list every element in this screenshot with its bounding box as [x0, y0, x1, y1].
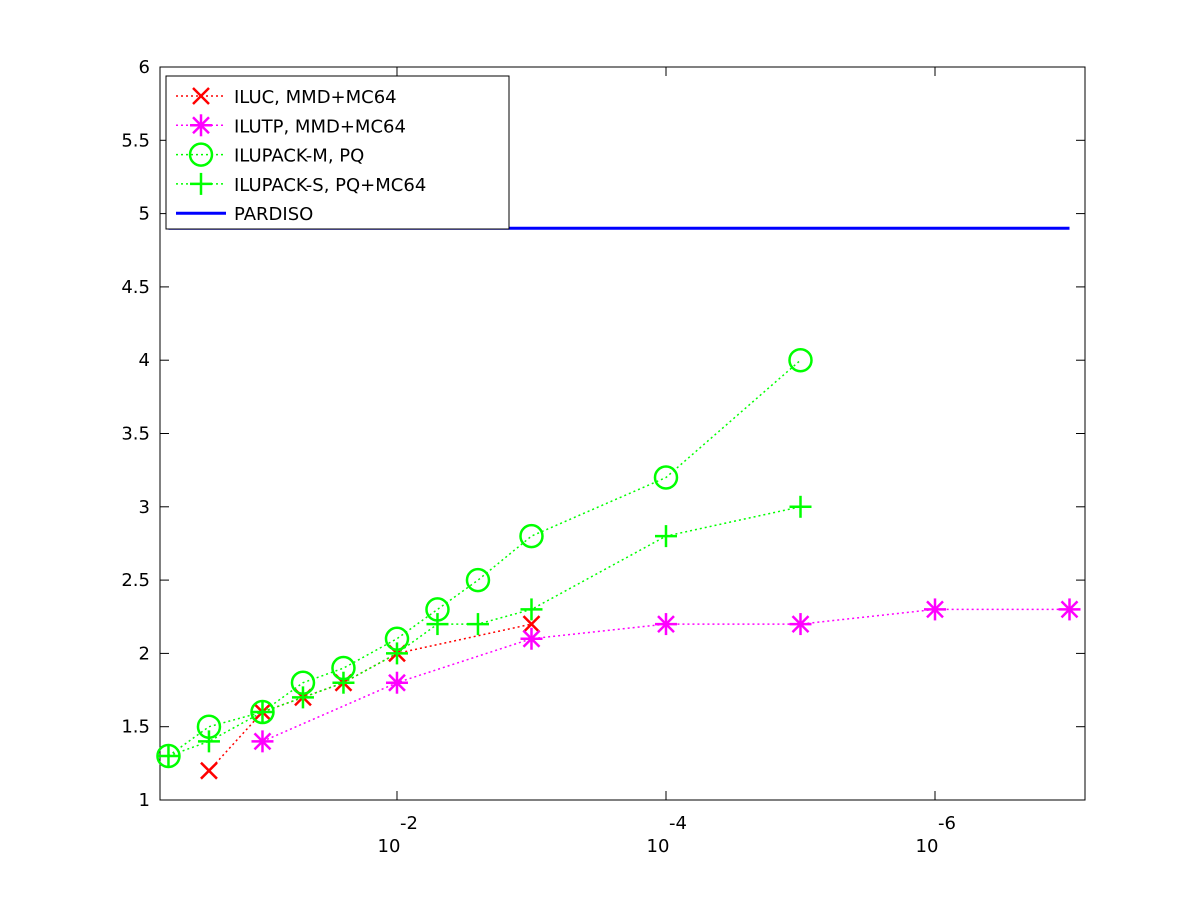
y-tick-label: 6 [139, 57, 150, 78]
y-tick-label: 2.5 [121, 570, 150, 591]
y-tick-label: 3 [139, 497, 150, 518]
legend-marker [190, 172, 212, 195]
data-point [291, 686, 314, 709]
x-tick-exponent: -4 [669, 813, 687, 834]
data-point-part [522, 615, 541, 633]
y-tick-label: 1 [139, 790, 150, 811]
data-point-part [653, 465, 679, 490]
y-tick-label: 3.5 [121, 424, 150, 445]
legend-label: PARDISO [234, 204, 313, 225]
data-point [157, 745, 180, 768]
y-tick-label: 1.5 [121, 717, 150, 738]
data-point [924, 598, 947, 621]
data-point [789, 613, 812, 636]
legend-label: ILUTP, MMD+MC64 [234, 116, 406, 137]
data-point [520, 627, 543, 650]
data-point [653, 465, 679, 490]
data-point [426, 613, 449, 636]
y-tick-label: 2 [139, 643, 150, 664]
data-point [519, 523, 544, 549]
data-point-part [465, 567, 491, 593]
data-point-part [926, 600, 944, 619]
legend-marker [188, 142, 214, 167]
y-tick-label: 4.5 [121, 277, 150, 298]
data-point [789, 495, 812, 518]
data-point-part [788, 347, 813, 373]
data-point-part [1060, 600, 1079, 619]
legend: ILUC, MMD+MC64 ILUTP, MMD+MC64 ILUPACK-M, … [165, 75, 510, 230]
x-tick-label: 10 [916, 836, 939, 857]
legend-marker [190, 114, 212, 137]
legend-marker-part [192, 116, 210, 135]
x-tick-exponent: -2 [400, 813, 418, 834]
data-point [385, 642, 408, 665]
data-point [520, 598, 543, 621]
legend-label: ILUPACK-M, PQ [234, 146, 364, 167]
data-point [654, 613, 677, 636]
data-point [522, 615, 541, 633]
x-tick-exponent: -6 [938, 813, 956, 834]
data-point-part [519, 523, 544, 549]
data-point-part [522, 629, 541, 648]
legend-marker-part [192, 87, 210, 105]
data-point [332, 671, 355, 694]
y-tick-label: 5.5 [121, 130, 150, 151]
data-point [1058, 598, 1081, 621]
data-point-part [791, 615, 810, 633]
legend-box [165, 75, 510, 230]
x-tick-label: 10 [378, 836, 401, 857]
data-point [385, 671, 408, 694]
data-point-part [200, 761, 218, 780]
data-point [251, 701, 274, 724]
series-line [208, 623, 532, 772]
data-point [788, 347, 813, 373]
legend-label: ILUC, MMD+MC64 [234, 87, 397, 108]
x-tick-label: 10 [647, 836, 670, 857]
legend-marker-part [188, 142, 214, 167]
data-point [654, 525, 677, 548]
data-point [200, 761, 218, 780]
y-tick-label: 5 [139, 204, 150, 225]
series-line [168, 359, 801, 757]
data-point [465, 567, 491, 593]
data-point [251, 730, 274, 753]
data-point-part [253, 732, 272, 751]
data-point-part [388, 673, 406, 692]
legend-marker [192, 87, 210, 105]
data-point [466, 613, 489, 636]
data-point [197, 730, 220, 753]
data-point-part [657, 615, 675, 633]
legend-label: ILUPACK-S, PQ+MC64 [234, 175, 426, 196]
y-tick-label: 4 [139, 350, 150, 371]
